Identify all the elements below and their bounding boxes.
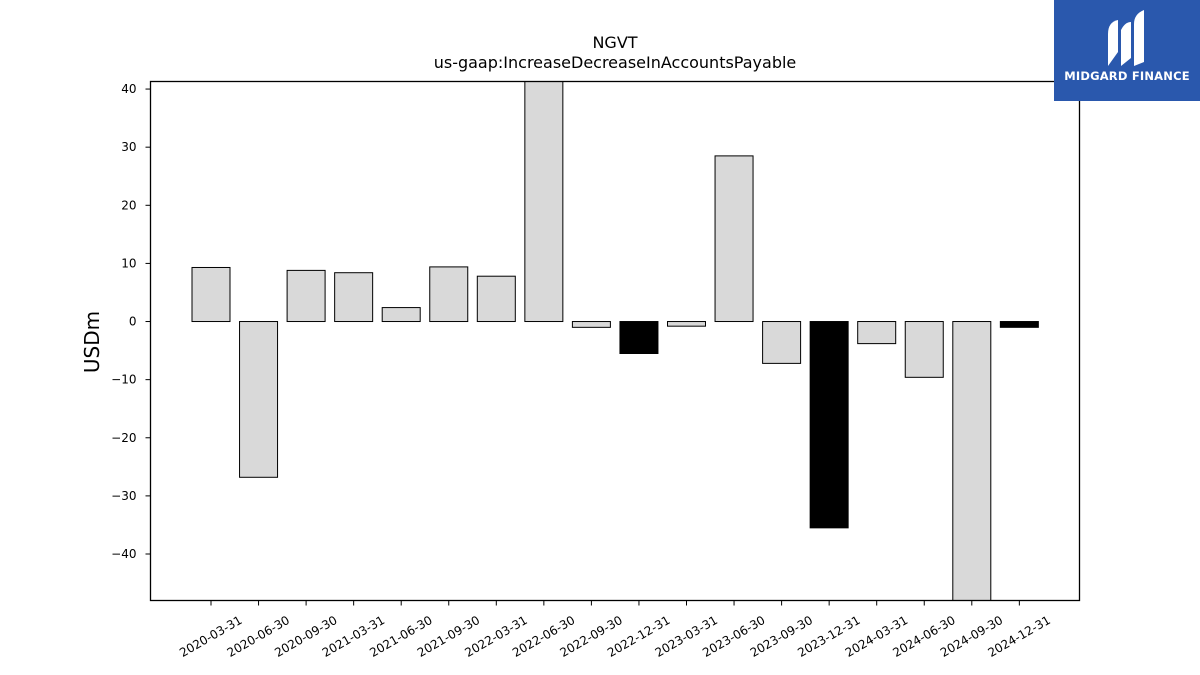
bar-2022-03-31 <box>476 275 516 323</box>
chart-title: NGVT <box>592 33 637 52</box>
bar-series <box>191 81 1039 601</box>
bar-2021-06-30 <box>381 307 421 323</box>
y-tick-label: 40 <box>121 82 136 96</box>
y-axis: 40 30 20 10 0 −10 −20 −30 −40 <box>111 82 151 561</box>
bar-2020-09-30 <box>286 269 326 323</box>
bar-2021-09-30 <box>429 266 469 323</box>
bar-2020-06-30 <box>239 321 279 478</box>
bar-2022-12-31 <box>619 321 659 354</box>
midgard-finance-logo: MIDGARD FINANCE <box>1054 0 1200 101</box>
y-tick-label: 10 <box>121 256 136 270</box>
y-tick-label: 30 <box>121 140 136 154</box>
bar-2023-03-31 <box>667 321 706 327</box>
y-tick-label: −40 <box>111 547 136 561</box>
bar-2024-06-30 <box>904 321 944 378</box>
y-tick-label: 0 <box>129 315 137 329</box>
bar-2024-12-31 <box>999 321 1039 328</box>
logo-text: MIDGARD FINANCE <box>1064 69 1190 83</box>
x-axis: 2020-03-312020-06-302020-09-302021-03-31… <box>177 600 1053 660</box>
y-tick-label: −10 <box>111 373 136 387</box>
plot-frame <box>149 80 1081 602</box>
y-axis-label: USDm <box>80 311 104 373</box>
bar-2022-06-30 <box>524 81 564 323</box>
y-tick-label: 20 <box>121 198 136 212</box>
bar-2023-09-30 <box>762 321 802 364</box>
bar-2020-03-31 <box>191 266 231 323</box>
bar-2023-12-31 <box>809 321 849 529</box>
y-tick-label: −30 <box>111 489 136 503</box>
logo-mark-icon <box>1108 10 1144 66</box>
bar-2024-09-30 <box>952 321 992 601</box>
bar-2024-03-31 <box>857 321 897 345</box>
chart-subtitle: us-gaap:IncreaseDecreaseInAccountsPayabl… <box>434 53 797 72</box>
bar-2021-03-31 <box>334 272 374 323</box>
bar-2022-09-30 <box>571 321 611 328</box>
y-tick-label: −20 <box>111 431 136 445</box>
bar-2023-06-30 <box>714 155 754 323</box>
